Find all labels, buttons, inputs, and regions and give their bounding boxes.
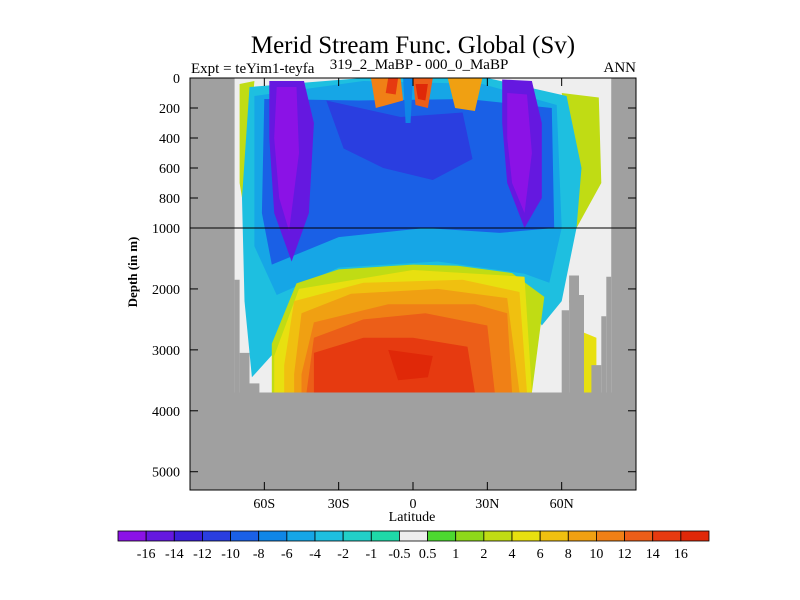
contour-region (274, 87, 299, 231)
contour-region (403, 78, 413, 123)
period-label: 319_2_MaBP - 000_0_MaBP (330, 57, 509, 73)
land-mask-region (601, 316, 607, 393)
colorbar-label: -16 (137, 547, 156, 562)
land-mask-region (561, 310, 570, 393)
land-mask-region (190, 78, 235, 393)
colorbar-swatch (624, 530, 654, 542)
x-tick-label: 60S (253, 497, 275, 512)
colorbar-label: -1 (365, 547, 377, 562)
contour-region (261, 99, 555, 265)
land-mask-region (239, 352, 250, 393)
colorbar-swatch (596, 530, 625, 542)
colorbar-swatch (652, 530, 682, 542)
colorbar-swatch (680, 530, 710, 542)
colorbar-swatch (145, 530, 175, 542)
contour-region (447, 78, 483, 111)
colorbar-swatch (539, 530, 569, 542)
colorbar-label: 6 (537, 547, 544, 562)
colorbar-swatch (258, 530, 288, 542)
y-tick-label: 800 (159, 192, 180, 207)
colorbar-label: 16 (674, 547, 688, 562)
x-axis-label: Latitude (389, 510, 436, 525)
colorbar-swatch (427, 530, 457, 542)
x-axis: 60S 30S 0 30N 60N (253, 78, 574, 512)
contour-fill (234, 78, 612, 393)
y-tick-label: 4000 (152, 405, 180, 420)
colorbar-label: 1 (452, 547, 459, 562)
y-tick-label: 600 (159, 162, 180, 177)
colorbar-label: -2 (337, 547, 349, 562)
y-tick-label: 200 (159, 102, 180, 117)
colorbar-swatch (173, 530, 203, 542)
colorbar-swatch (117, 530, 147, 542)
land-mask-region (569, 275, 579, 393)
colorbar: -16 -14 -12 -10 -8 -6 -4 -2 -1 -0.5 0.5 1 2 4 6 8 10 12 14… (117, 530, 710, 562)
colorbar-label: -4 (309, 547, 321, 562)
colorbar-label: -10 (221, 547, 240, 562)
y-tick-label: 2000 (152, 283, 180, 298)
colorbar-swatch (370, 530, 400, 542)
contour-region (507, 93, 532, 213)
y-axis: 0 200 400 600 800 1000 2000 3000 4000 5000 (152, 72, 636, 481)
colorbar-label: 14 (646, 547, 660, 562)
colorbar-swatch (455, 530, 485, 542)
colorbar-label: 8 (565, 547, 572, 562)
colorbar-label: -6 (281, 547, 293, 562)
y-tick-label: 0 (173, 72, 180, 87)
colorbar-label: -14 (165, 547, 184, 562)
experiment-label: Expt = teYim1-teyfa (191, 61, 315, 77)
land-mask-region (249, 383, 260, 393)
contour-region (415, 84, 428, 101)
y-tick-label: 5000 (152, 466, 180, 481)
colorbar-label: -12 (193, 547, 212, 562)
colorbar-swatch (399, 530, 428, 542)
colorbar-label: 4 (509, 547, 516, 562)
colorbar-swatch (483, 530, 513, 542)
x-tick-label: 30S (328, 497, 350, 512)
chart-title: Merid Stream Func. Global (Sv) (251, 32, 575, 59)
land-mask-region (190, 392, 636, 490)
colorbar-swatch (342, 530, 372, 542)
colorbar-swatch (314, 530, 344, 542)
y-axis-label: Depth (in m) (125, 237, 140, 308)
land-mask-region (611, 78, 636, 393)
y-tick-label: 1000 (152, 222, 180, 237)
land-mask-region (579, 295, 584, 393)
colorbar-label: 2 (480, 547, 487, 562)
colorbar-label: 0.5 (419, 547, 437, 562)
land-mask-region (606, 276, 612, 393)
colorbar-swatch (202, 530, 231, 542)
land-mask-region (591, 365, 602, 393)
season-label: ANN (604, 60, 637, 76)
land-mask-region (234, 279, 240, 393)
contour-region (326, 100, 473, 180)
colorbar-swatch (286, 530, 316, 542)
x-tick-label: 60N (550, 497, 574, 512)
land-mask (190, 78, 636, 490)
colorbar-swatch (230, 530, 260, 542)
colorbar-label: 12 (618, 547, 632, 562)
plot-area (189, 77, 637, 491)
colorbar-swatch (511, 530, 541, 542)
colorbar-label: -8 (253, 547, 265, 562)
colorbar-label: -0.5 (388, 547, 410, 562)
x-tick-label: 0 (410, 497, 417, 512)
contour-region (385, 78, 399, 95)
y-tick-label: 3000 (152, 344, 180, 359)
x-tick-label: 30N (475, 497, 499, 512)
colorbar-label: 10 (589, 547, 603, 562)
contour-region (388, 349, 433, 381)
y-tick-label: 400 (159, 132, 180, 147)
colorbar-swatch (567, 530, 597, 542)
